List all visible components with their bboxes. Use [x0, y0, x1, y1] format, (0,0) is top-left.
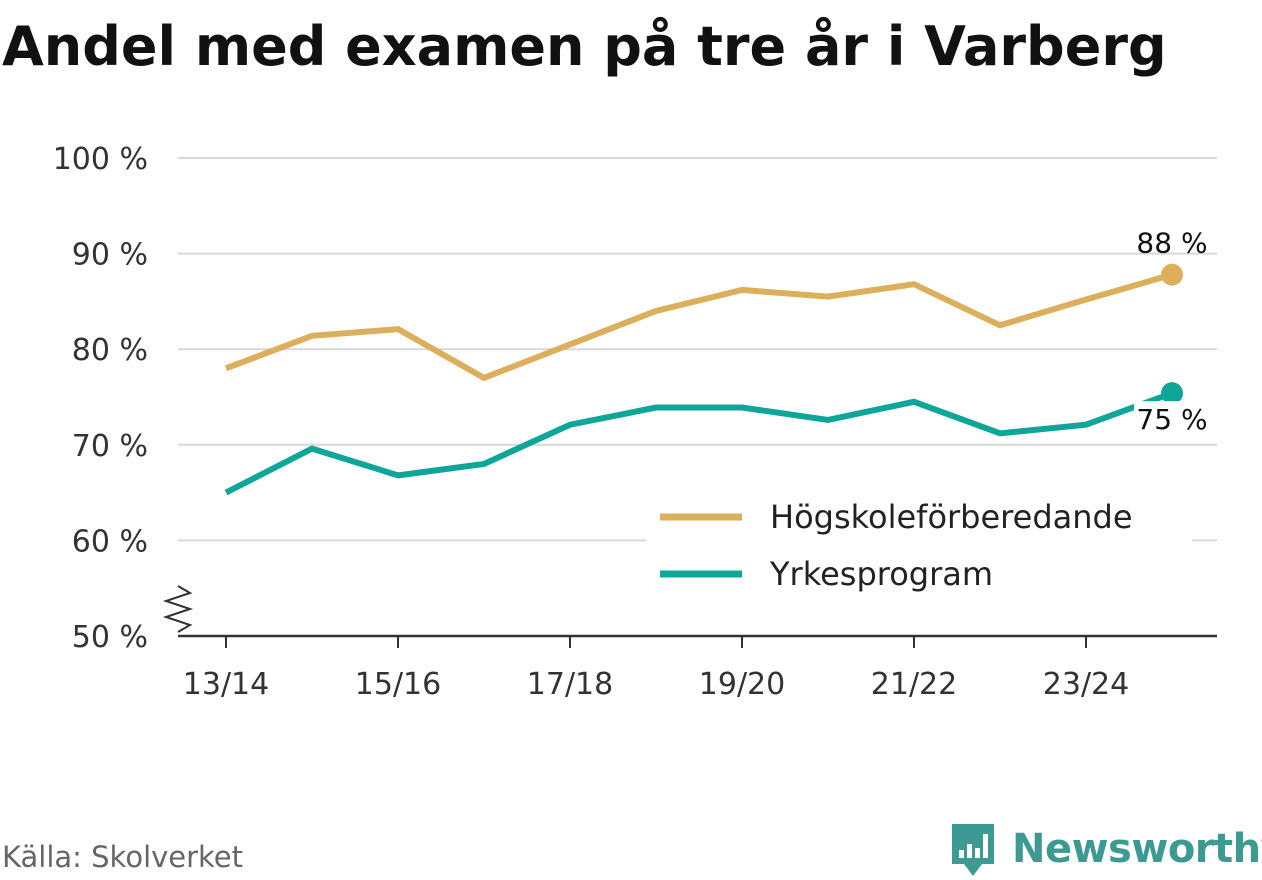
legend-label-0: Högskoleförberedande: [770, 498, 1133, 536]
series-end-marker-0: [1161, 263, 1183, 286]
y-tick-label-70: 70 %: [72, 429, 148, 464]
series-lines: [224, 263, 1183, 496]
y-tick-label-90: 90 %: [72, 238, 148, 273]
x-tick-label-13/14: 13/14: [183, 667, 269, 702]
chart-title: Andel med examen på tre år i Varberg: [2, 15, 1167, 78]
y-tick-label-100: 100 %: [53, 142, 148, 177]
x-tick-label-21/22: 21/22: [871, 667, 957, 702]
gridlines: [178, 157, 1217, 542]
y-tick-label-80: 80 %: [72, 333, 148, 368]
end-labels: 88 % 75 %: [1134, 227, 1214, 438]
series-line-1: [224, 390, 1174, 496]
bar-chart-logo-icon: [952, 824, 994, 876]
y-tick-label-60: 60 %: [72, 524, 148, 559]
end-label-1: 75 %: [1136, 403, 1207, 436]
end-label-bg-1: [1134, 401, 1214, 438]
source-note: Källa: Skolverket: [2, 840, 244, 874]
legend: Högskoleförberedande Yrkesprogram: [646, 486, 1192, 600]
series-end-marker-1: [1161, 382, 1183, 405]
brand-name: Newsworthy: [1012, 826, 1262, 872]
x-tick-label-19/20: 19/20: [699, 667, 785, 702]
axis-break-icon: [162, 585, 194, 633]
legend-background: [646, 486, 1192, 600]
x-tick-label-17/18: 17/18: [527, 667, 613, 702]
axes: 50 % 60 % 70 % 80 % 90 % 100 % 13/14 15/16 17/18…: [53, 142, 1217, 702]
x-tick-label-15/16: 15/16: [355, 667, 441, 702]
x-tick-label-23/24: 23/24: [1043, 667, 1129, 702]
series-line-0: [224, 271, 1173, 382]
y-tick-label-50: 50 %: [72, 620, 148, 655]
brand-logo: Newsworthy: [948, 818, 1262, 880]
end-label-0: 88 %: [1136, 227, 1207, 260]
legend-label-1: Yrkesprogram: [769, 555, 993, 593]
